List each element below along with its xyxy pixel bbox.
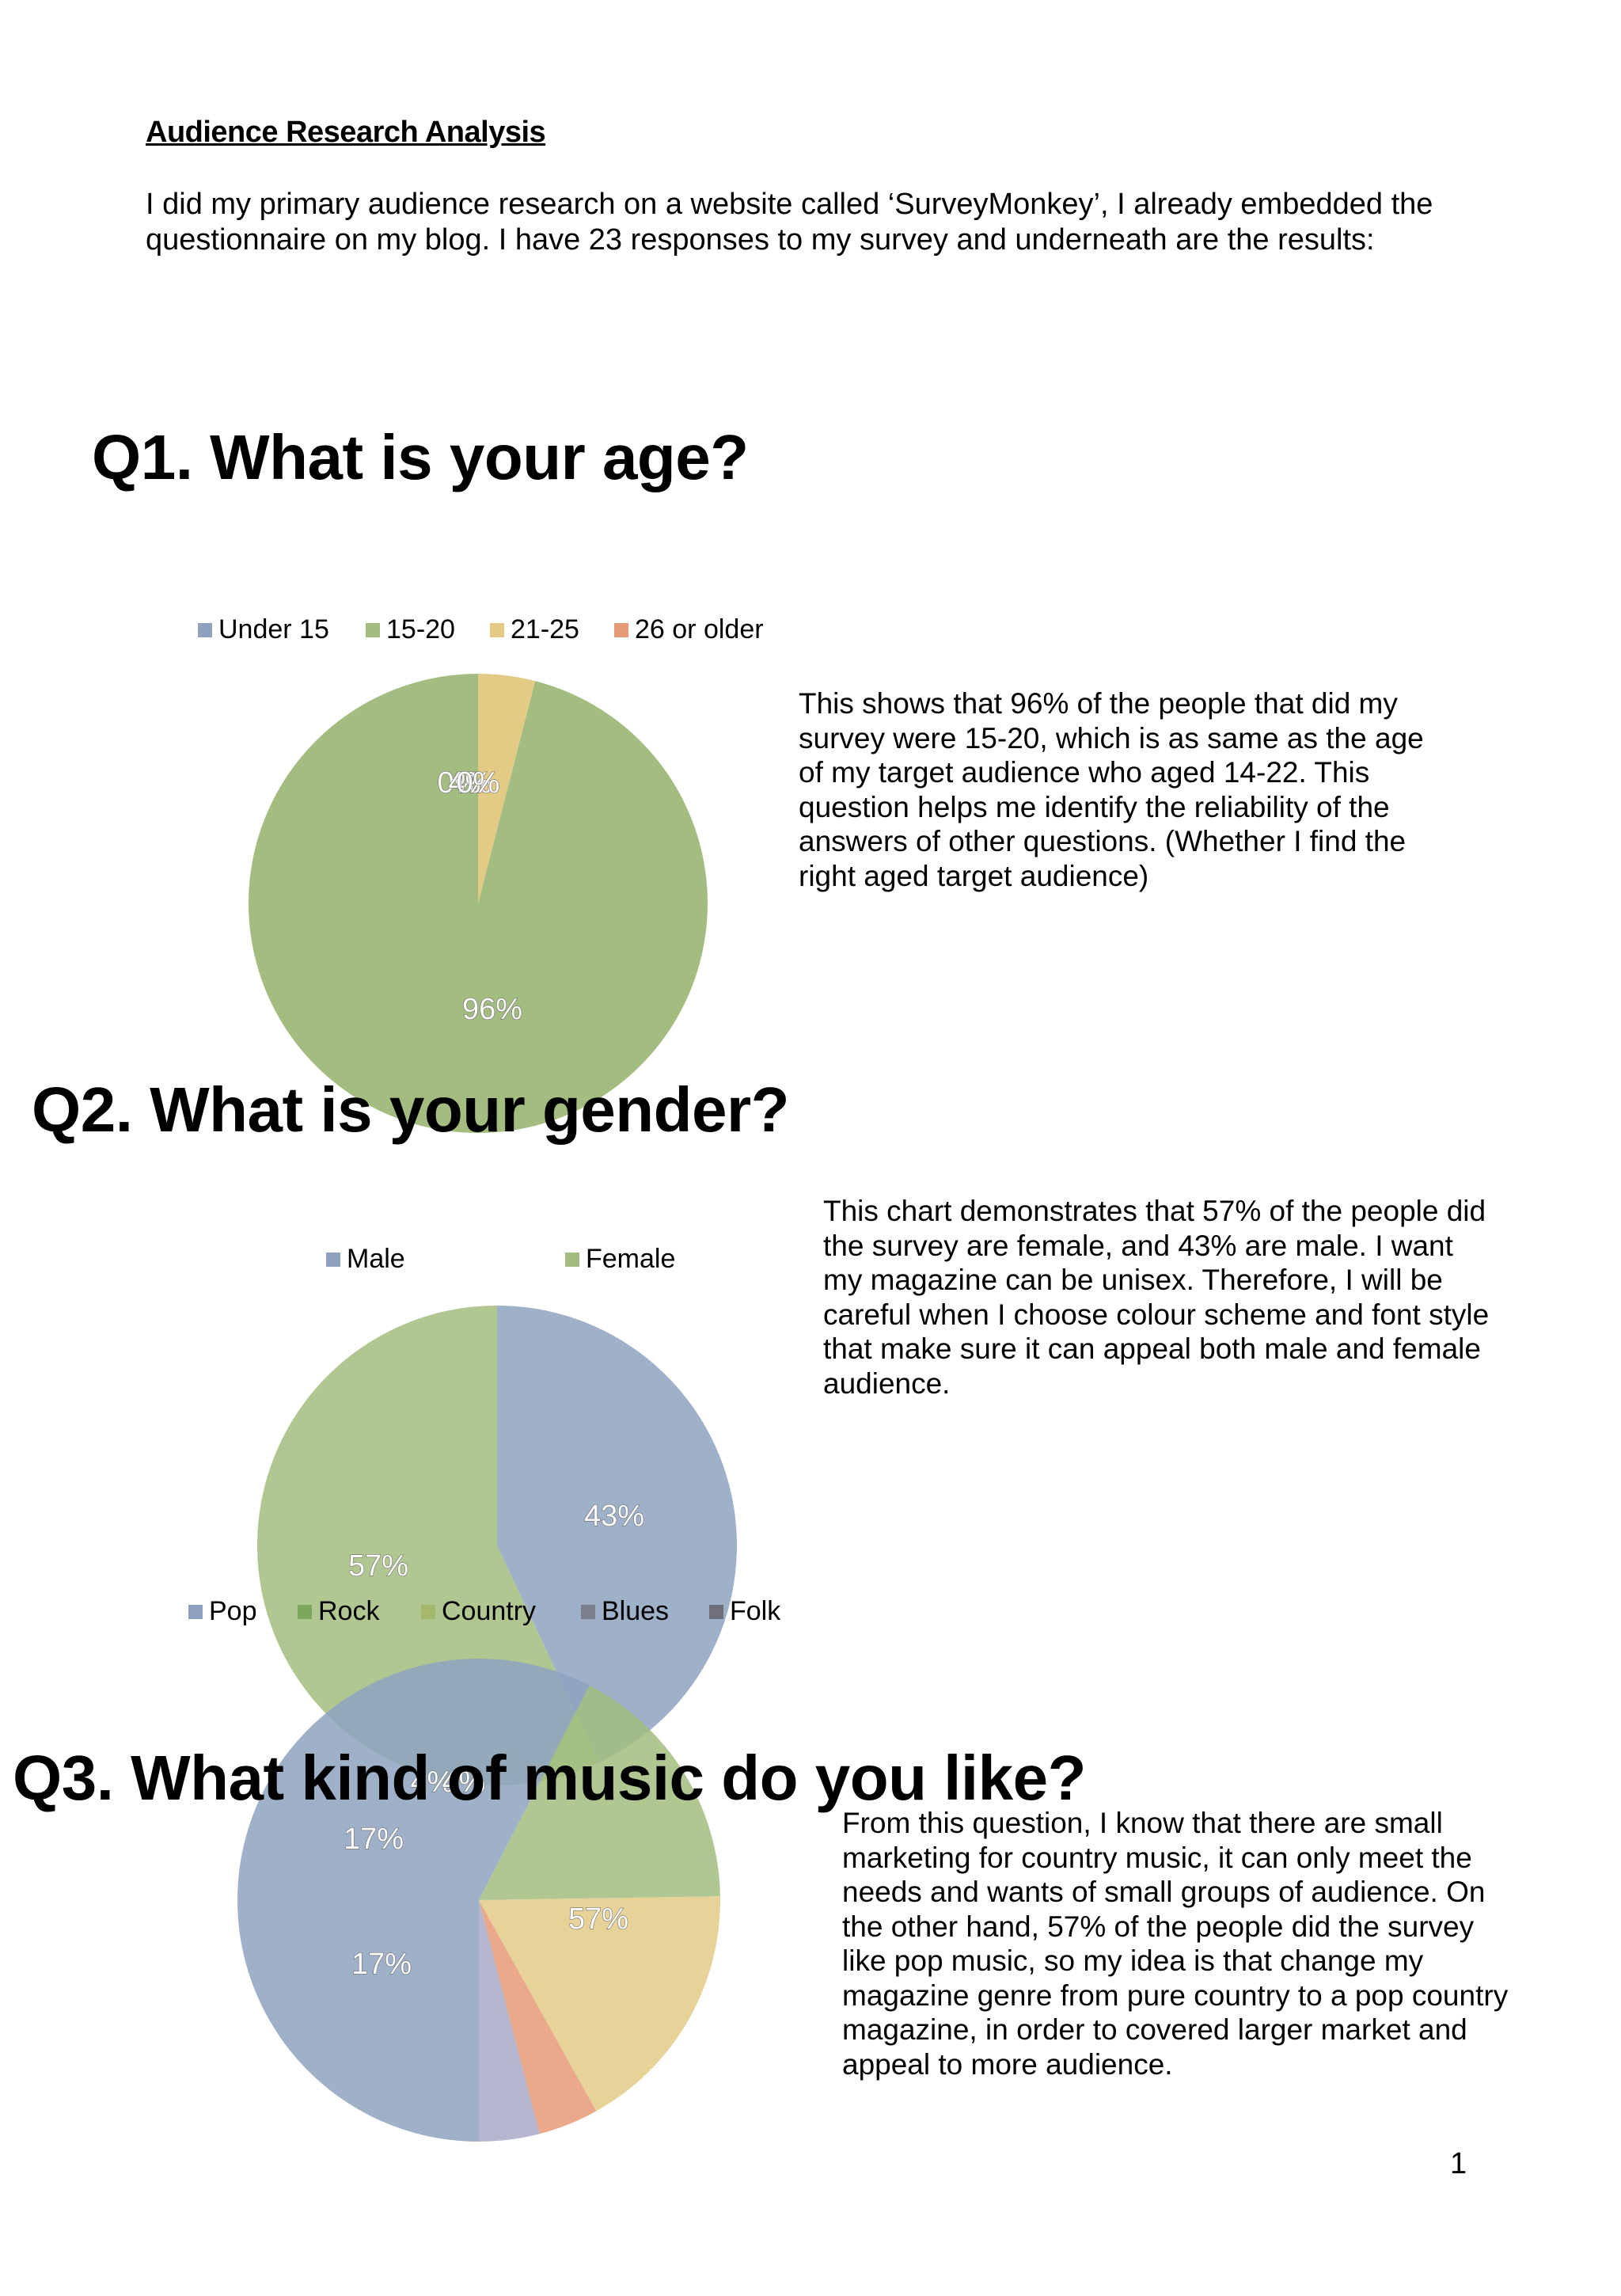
pie-slice-rock — [479, 1685, 720, 1900]
q2-legend-female: Female — [565, 1244, 675, 1275]
legend-label: Blues — [602, 1596, 670, 1626]
legend-swatch — [198, 622, 212, 637]
legend-label: Male — [347, 1244, 405, 1274]
q3-description: From this question, I know that there ar… — [842, 1807, 1509, 2081]
q3-legend-pop: Pop — [188, 1596, 257, 1627]
q2-legend-male: Male — [326, 1244, 405, 1275]
legend-label: 21-25 — [511, 614, 579, 644]
data-label-country: 17% — [344, 1823, 404, 1856]
q1-legend-under-15: Under 15 — [198, 614, 329, 645]
q1-title: Q1. What is your age? — [92, 422, 749, 492]
intro-paragraph: I did my primary audience research on a … — [146, 188, 1433, 257]
legend-swatch — [421, 1604, 435, 1619]
pie-slice-country — [479, 1896, 720, 2112]
q1-legend-15-20: 15-20 — [366, 614, 455, 645]
legend-swatch — [581, 1604, 595, 1619]
legend-label: 26 or older — [635, 614, 764, 644]
pie-slice-21-25 — [478, 674, 536, 903]
data-label-blues: 4% — [411, 1766, 454, 1799]
data-label-15-20: 96% — [462, 993, 522, 1026]
data-label-folk: 4% — [442, 1766, 486, 1799]
legend-swatch — [490, 622, 504, 637]
data-label-26-or-older: 0% — [457, 766, 500, 800]
q3-legend-blues: Blues — [581, 1596, 669, 1627]
page-number: 1 — [1450, 2147, 1467, 2180]
legend-label: Country — [442, 1596, 537, 1626]
document-heading: Audience Research Analysis — [146, 116, 546, 149]
q3-title: Q3. What kind of music do you like? — [13, 1743, 1086, 1813]
legend-swatch — [709, 1604, 723, 1619]
legend-swatch — [298, 1604, 312, 1619]
data-label-female: 57% — [348, 1549, 408, 1583]
data-label-pop: 57% — [568, 1903, 628, 1936]
legend-label: Rock — [318, 1596, 380, 1626]
q3-legend-folk: Folk — [709, 1596, 780, 1627]
legend-swatch — [614, 622, 628, 637]
legend-label: Pop — [209, 1596, 257, 1626]
legend-label: 15-20 — [386, 614, 455, 644]
data-label-rock: 17% — [351, 1948, 412, 1981]
data-label-male: 43% — [584, 1500, 644, 1533]
pie-slice-folk — [479, 1900, 540, 2142]
q1-description: This shows that 96% of the people that d… — [799, 687, 1424, 892]
legend-swatch — [326, 1252, 340, 1267]
legend-label: Female — [586, 1244, 676, 1274]
q2-description: This chart demonstrates that 57% of the … — [823, 1195, 1490, 1400]
q3-legend-rock: Rock — [298, 1596, 379, 1627]
q3-legend-country: Country — [421, 1596, 536, 1627]
data-label-under-15: 0% — [438, 766, 481, 800]
pie-slice-blues — [479, 1900, 597, 2134]
q1-legend-26-or-older: 26 or older — [614, 614, 764, 645]
legend-swatch — [366, 622, 380, 637]
pie-slice-male — [497, 1306, 737, 1763]
q1-legend-21-25: 21-25 — [490, 614, 579, 645]
legend-label: Folk — [730, 1596, 781, 1626]
q2-title: Q2. What is your gender? — [32, 1074, 790, 1145]
legend-label: Under 15 — [218, 614, 329, 644]
data-label-21-25: 4% — [449, 766, 492, 800]
legend-swatch — [565, 1252, 579, 1267]
legend-swatch — [188, 1604, 203, 1619]
pie-slice-pop — [237, 1659, 590, 2142]
